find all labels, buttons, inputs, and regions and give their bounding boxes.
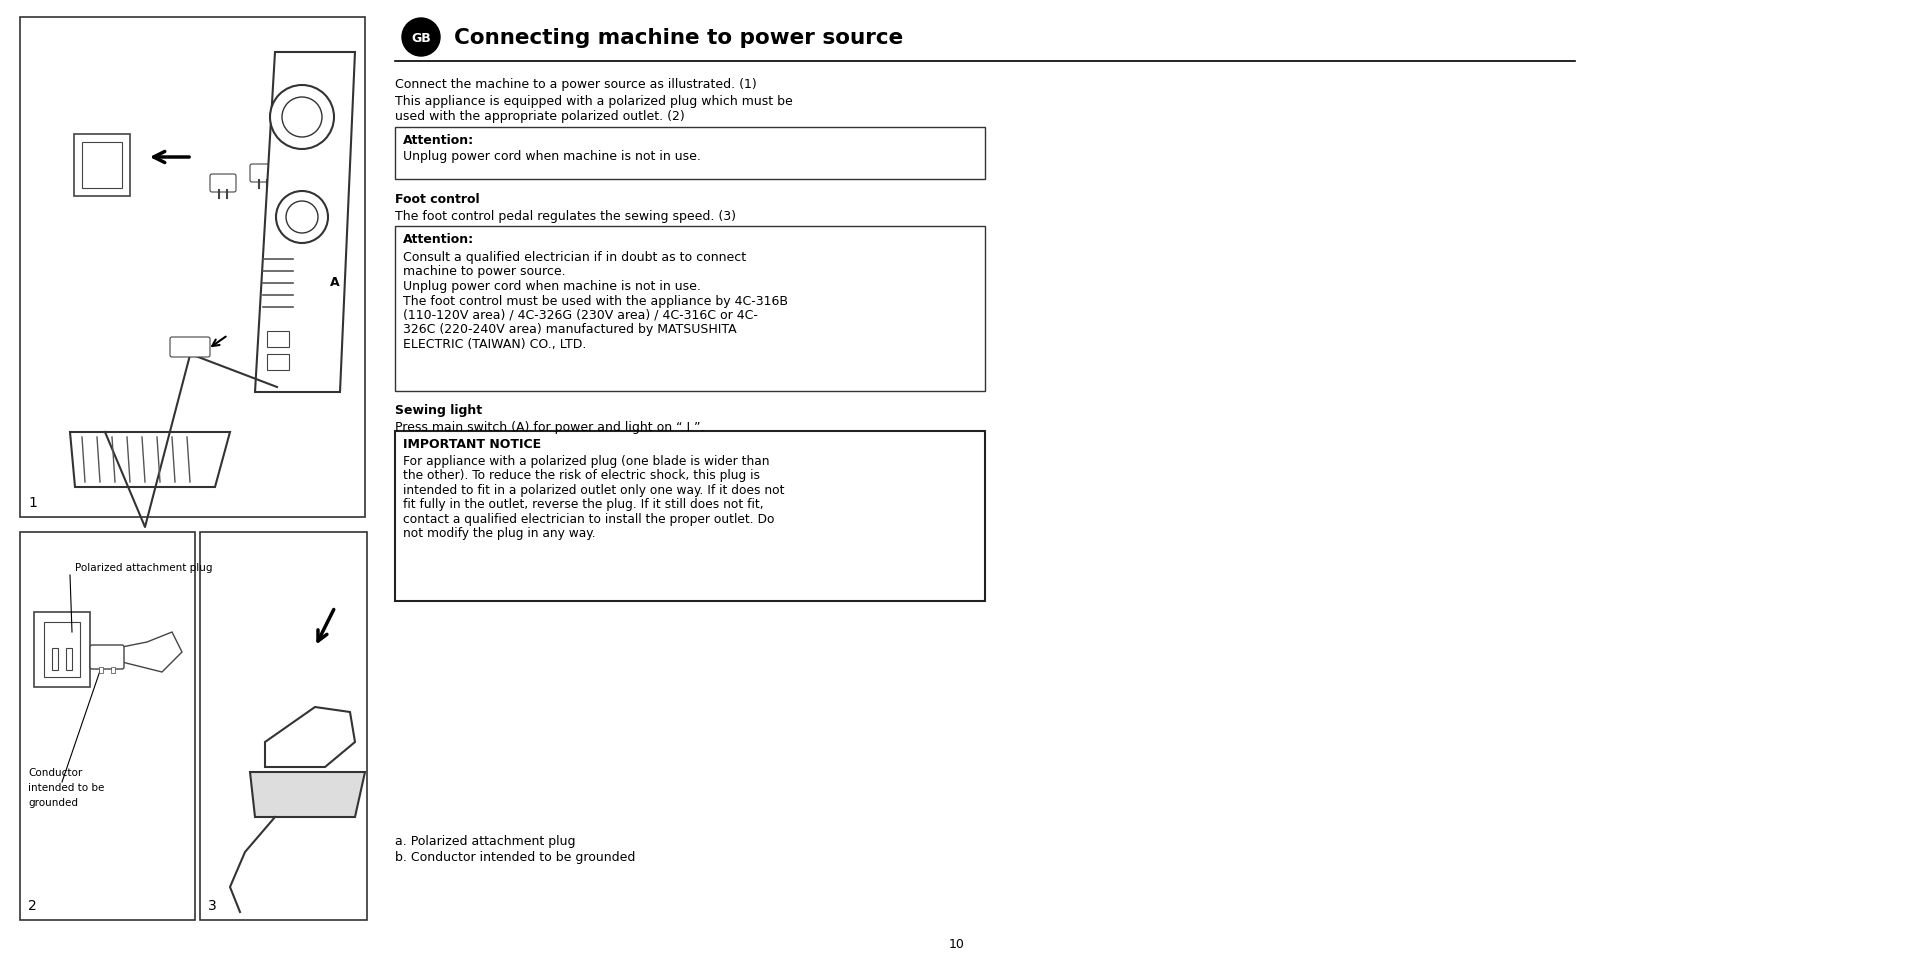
Text: not modify the plug in any way.: not modify the plug in any way. (402, 527, 595, 540)
Text: The foot control pedal regulates the sewing speed. (3): The foot control pedal regulates the sew… (394, 210, 735, 223)
Text: 10: 10 (949, 937, 965, 950)
Bar (111, 667, 115, 673)
Circle shape (270, 86, 333, 150)
Bar (100, 667, 103, 673)
Bar (19, 533, 195, 920)
Text: Attention:: Attention: (402, 133, 475, 147)
Circle shape (402, 19, 440, 57)
Bar (266, 355, 289, 371)
Text: 3: 3 (209, 898, 216, 912)
Text: (110-120V area) / 4C-326G (230V area) / 4C-316C or 4C-: (110-120V area) / 4C-326G (230V area) / … (402, 309, 758, 322)
Text: The foot control must be used with the appliance by 4C-316B: The foot control must be used with the a… (402, 294, 787, 307)
FancyBboxPatch shape (251, 165, 276, 183)
Text: IMPORTANT NOTICE: IMPORTANT NOTICE (402, 437, 542, 451)
Bar (75, 135, 130, 196)
Bar (199, 533, 367, 920)
FancyBboxPatch shape (285, 154, 310, 172)
Polygon shape (251, 772, 366, 817)
Circle shape (281, 98, 322, 138)
Text: A: A (329, 276, 339, 289)
Text: contact a qualified electrician to install the proper outlet. Do: contact a qualified electrician to insta… (402, 513, 773, 525)
Bar (19, 18, 366, 517)
Bar (266, 332, 289, 348)
Polygon shape (122, 633, 182, 672)
Text: intended to be: intended to be (29, 782, 105, 792)
Polygon shape (255, 53, 354, 393)
Text: Unplug power cord when machine is not in use.: Unplug power cord when machine is not in… (402, 280, 701, 293)
Text: 326C (220-240V area) manufactured by MATSUSHITA: 326C (220-240V area) manufactured by MAT… (402, 323, 737, 336)
Text: a. Polarized attachment plug: a. Polarized attachment plug (394, 834, 576, 847)
Text: grounded: grounded (29, 797, 78, 807)
FancyBboxPatch shape (90, 645, 124, 669)
Bar (34, 613, 90, 687)
Text: Polarized attachment plug: Polarized attachment plug (75, 562, 212, 573)
Bar (394, 128, 984, 180)
Text: Sewing light: Sewing light (394, 403, 482, 416)
Text: GB: GB (412, 31, 431, 45)
Text: the other). To reduce the risk of electric shock, this plug is: the other). To reduce the risk of electr… (402, 469, 760, 482)
Text: machine to power source.: machine to power source. (402, 265, 565, 278)
FancyBboxPatch shape (170, 337, 211, 357)
Polygon shape (264, 707, 354, 767)
Text: Connecting machine to power source: Connecting machine to power source (454, 28, 903, 48)
Text: Connect the machine to a power source as illustrated. (1): Connect the machine to a power source as… (394, 78, 756, 91)
Text: b. Conductor intended to be grounded: b. Conductor intended to be grounded (394, 850, 635, 863)
FancyBboxPatch shape (211, 174, 235, 193)
Text: 1: 1 (29, 496, 36, 510)
Bar (52, 648, 57, 670)
Bar (82, 143, 122, 189)
Bar (394, 432, 984, 601)
Text: fit fully in the outlet, reverse the plug. If it still does not fit,: fit fully in the outlet, reverse the plu… (402, 498, 764, 511)
Text: used with the appropriate polarized outlet. (2): used with the appropriate polarized outl… (394, 110, 685, 123)
Bar (394, 227, 984, 392)
Circle shape (276, 192, 327, 244)
Text: Foot control: Foot control (394, 193, 478, 206)
Circle shape (285, 202, 318, 233)
Text: Press main switch (A) for power and light on “ I ”.: Press main switch (A) for power and ligh… (394, 420, 704, 434)
Text: 2: 2 (29, 898, 36, 912)
Text: Conductor: Conductor (29, 767, 82, 778)
Text: ELECTRIC (TAIWAN) CO., LTD.: ELECTRIC (TAIWAN) CO., LTD. (402, 337, 586, 351)
Text: Attention:: Attention: (402, 233, 475, 246)
Bar (65, 648, 73, 670)
Bar (44, 622, 80, 678)
Text: Consult a qualified electrician if in doubt as to connect: Consult a qualified electrician if in do… (402, 251, 746, 264)
Text: This appliance is equipped with a polarized plug which must be: This appliance is equipped with a polari… (394, 95, 792, 108)
Text: Unplug power cord when machine is not in use.: Unplug power cord when machine is not in… (402, 150, 701, 163)
Text: intended to fit in a polarized outlet only one way. If it does not: intended to fit in a polarized outlet on… (402, 483, 785, 497)
Text: For appliance with a polarized plug (one blade is wider than: For appliance with a polarized plug (one… (402, 455, 769, 468)
Polygon shape (71, 433, 230, 488)
